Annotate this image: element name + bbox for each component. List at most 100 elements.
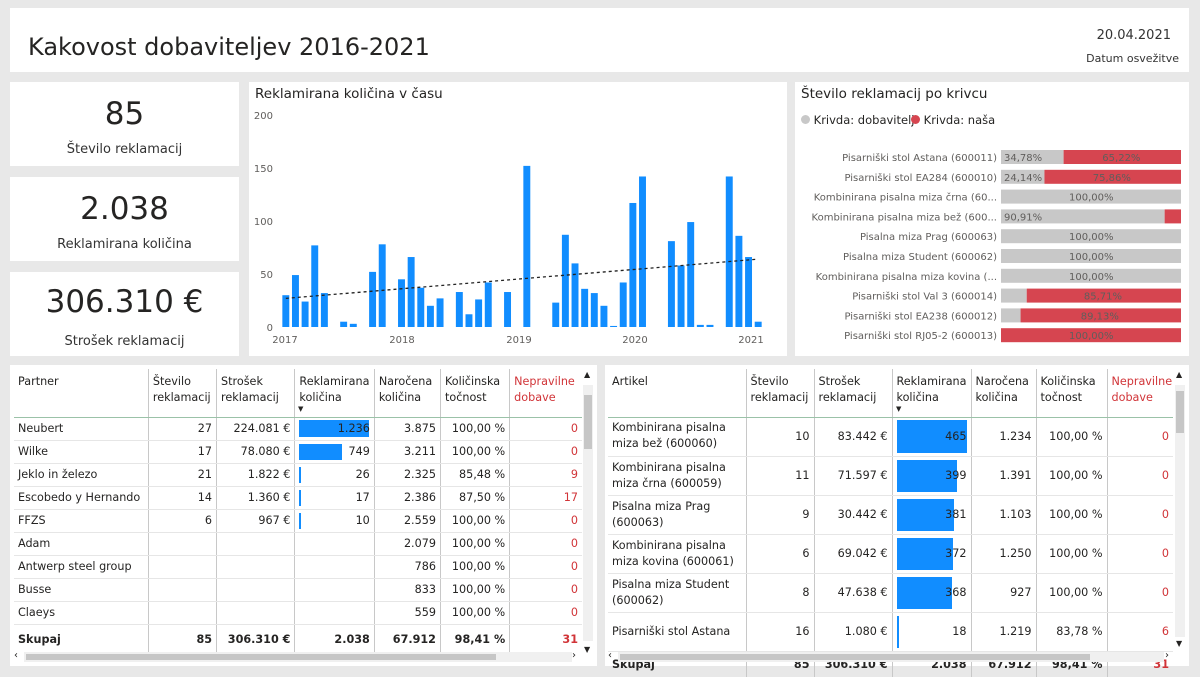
column-header[interactable]: Partner <box>18 375 59 388</box>
column-bar[interactable] <box>619 282 627 327</box>
column-bar[interactable] <box>320 293 328 327</box>
column-header-sorted[interactable]: Reklamirana količina <box>294 369 375 417</box>
table-row[interactable]: Claeys 559 100,00 % 0 <box>14 601 582 625</box>
scroll-thumb[interactable] <box>1176 391 1184 433</box>
column-bar[interactable] <box>340 321 348 327</box>
table-row[interactable]: Kombinirana pisalna miza bež (600060) 10 8… <box>608 417 1173 457</box>
table-row[interactable]: Jeklo in železo 21 1.822 € 26 2.325 85,48 % 9 <box>14 463 582 487</box>
column-bar[interactable] <box>610 325 618 327</box>
table-row[interactable]: Pisalna miza Student (600062) 8 47.638 € 36… <box>608 573 1173 613</box>
column-header[interactable]: Naročena količina <box>970 369 1036 417</box>
scroll-thumb[interactable] <box>584 395 592 449</box>
bar-segment-supplier[interactable] <box>1001 189 1181 204</box>
vertical-scrollbar[interactable] <box>1175 385 1185 637</box>
column-header[interactable]: Nepravilne dobave <box>509 369 582 417</box>
column-bar[interactable] <box>349 323 357 327</box>
column-bar[interactable] <box>311 245 319 327</box>
bar-segment-supplier[interactable] <box>1001 268 1181 283</box>
column-bar[interactable] <box>378 244 386 327</box>
table-row[interactable]: FFZS 6 967 € 10 2.559 100,00 % 0 <box>14 509 582 533</box>
table-row[interactable]: Kombinirana pisalna miza kovina (600061)… <box>608 534 1173 574</box>
column-bar[interactable] <box>484 282 492 327</box>
kpi-card-cost[interactable]: 306.310 € Strošek reklamacij <box>10 272 239 356</box>
column-header[interactable]: Nepravilne dobave <box>1106 369 1173 417</box>
kpi-card-complaints[interactable]: 85 Število reklamacij <box>10 82 239 166</box>
column-bar[interactable] <box>465 314 473 327</box>
scroll-down-icon[interactable]: ▼ <box>584 645 591 654</box>
bar-segment-supplier[interactable] <box>1001 249 1181 263</box>
column-header[interactable]: Naročena količina <box>373 369 441 417</box>
column-bar[interactable] <box>725 176 733 327</box>
horizontal-scrollbar[interactable] <box>618 652 1164 662</box>
legend-item-supplier[interactable]: Krivda: dobavitelj <box>801 113 914 127</box>
bar-segment-ours[interactable] <box>1063 150 1181 164</box>
bar-segment-ours[interactable] <box>1164 209 1181 224</box>
column-header[interactable]: Količinska točnost <box>1035 369 1107 417</box>
column-bar[interactable] <box>291 275 299 327</box>
column-bar[interactable] <box>455 292 463 327</box>
column-bar[interactable] <box>426 305 434 327</box>
column-bar[interactable] <box>581 288 589 327</box>
horizontal-scrollbar[interactable] <box>24 652 572 662</box>
column-header[interactable]: Strošek reklamacij <box>813 369 892 417</box>
column-bar[interactable] <box>301 301 309 327</box>
table-row[interactable]: Busse 833 100,00 % 0 <box>14 578 582 602</box>
column-bar[interactable] <box>745 257 753 327</box>
column-bar[interactable] <box>282 295 290 327</box>
scroll-up-icon[interactable]: ▲ <box>584 370 591 379</box>
bar-segment-supplier[interactable] <box>1001 308 1021 323</box>
column-bar[interactable] <box>417 287 425 327</box>
bar-segment-supplier[interactable] <box>1001 229 1181 244</box>
complaints-by-fault-chart[interactable]: Število reklamacij po krivcu Krivda: dob… <box>795 82 1189 356</box>
bar-segment-ours[interactable] <box>1001 328 1181 343</box>
column-bar[interactable] <box>407 257 415 327</box>
bar-segment-supplier[interactable] <box>1001 209 1165 224</box>
column-bar[interactable] <box>504 292 512 327</box>
vertical-scrollbar[interactable] <box>583 385 593 641</box>
column-bar[interactable] <box>600 305 608 327</box>
column-header[interactable]: Strošek reklamacij <box>216 369 295 417</box>
column-bar[interactable] <box>590 293 598 327</box>
column-header-sorted[interactable]: Reklamirana količina <box>891 369 971 417</box>
quantity-over-time-chart[interactable]: Reklamirana količina v času 200 150 100 50 0… <box>249 82 787 356</box>
column-bar[interactable] <box>667 241 675 327</box>
bar-segment-supplier[interactable] <box>1001 150 1064 164</box>
scroll-right-icon[interactable]: › <box>1165 650 1169 661</box>
legend-item-ours[interactable]: Krivda: naša <box>911 113 995 127</box>
column-bar[interactable] <box>571 263 579 327</box>
bar-segment-supplier[interactable] <box>1001 169 1045 184</box>
table-row[interactable]: Escobedo y Hernando 14 1.360 €17 2.386 87,50… <box>14 486 582 510</box>
column-bar[interactable] <box>639 176 646 327</box>
column-bar[interactable] <box>754 321 762 327</box>
column-header[interactable]: Število reklamacij <box>147 369 217 417</box>
scroll-thumb[interactable] <box>26 654 496 660</box>
table-row[interactable]: Pisalna miza Prag (600063) 9 30.442 € 381 1.… <box>608 495 1173 535</box>
table-row[interactable]: Neubert 27 224.081 € 1.236 3.875 100,00 % 0 <box>14 417 582 441</box>
bar-segment-ours[interactable] <box>1026 288 1181 303</box>
bar-segment-ours[interactable] <box>1020 308 1181 323</box>
table-row[interactable]: Wilke 17 78.080 € 749 3.211 100,00 % 0 <box>14 440 582 464</box>
column-bar[interactable] <box>523 165 531 327</box>
bar-segment-ours[interactable] <box>1044 169 1181 184</box>
scroll-up-icon[interactable]: ▲ <box>1176 370 1183 379</box>
column-header[interactable]: Količinska točnost <box>439 369 510 417</box>
column-bar[interactable] <box>369 271 377 327</box>
column-header[interactable]: Število reklamacij <box>745 369 814 417</box>
scroll-left-icon[interactable]: ‹ <box>608 650 612 661</box>
column-bar[interactable] <box>436 298 444 327</box>
table-row[interactable]: Kombinirana pisalna miza črna (600059) 11… <box>608 456 1173 496</box>
column-bar[interactable] <box>561 234 569 327</box>
column-bar[interactable] <box>735 235 743 327</box>
scroll-left-icon[interactable]: ‹ <box>14 650 18 661</box>
column-bar[interactable] <box>706 324 714 327</box>
table-row[interactable]: Adam 2.079 100,00 % 0 <box>14 532 582 556</box>
column-bar[interactable] <box>475 299 483 327</box>
scroll-right-icon[interactable]: › <box>572 650 576 661</box>
column-bar[interactable] <box>629 202 637 327</box>
table-row[interactable]: Antwerp steel group 786 100,00 % 0 <box>14 555 582 579</box>
bar-segment-supplier[interactable] <box>1001 288 1027 303</box>
scroll-down-icon[interactable]: ▼ <box>1176 639 1183 648</box>
column-header[interactable]: Artikel <box>612 375 648 388</box>
column-bar[interactable] <box>677 265 685 327</box>
column-bar[interactable] <box>398 279 405 327</box>
